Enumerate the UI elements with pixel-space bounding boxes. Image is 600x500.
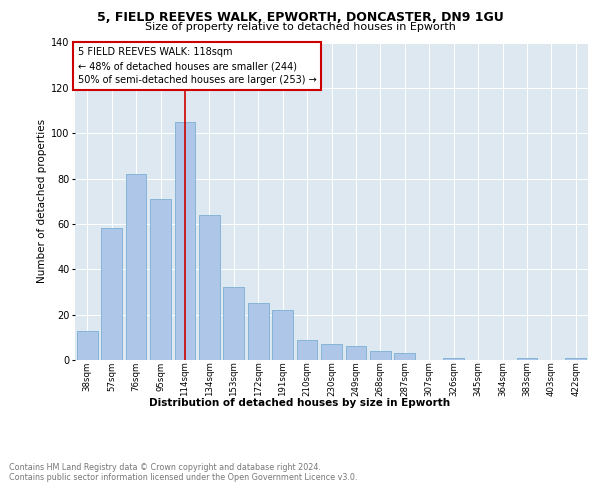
Bar xyxy=(199,215,220,360)
Bar xyxy=(77,330,98,360)
Bar xyxy=(321,344,342,360)
Bar xyxy=(175,122,196,360)
Bar xyxy=(296,340,317,360)
Bar xyxy=(394,353,415,360)
Bar xyxy=(370,351,391,360)
Text: 5, FIELD REEVES WALK, EPWORTH, DONCASTER, DN9 1GU: 5, FIELD REEVES WALK, EPWORTH, DONCASTER… xyxy=(97,11,503,24)
Y-axis label: Number of detached properties: Number of detached properties xyxy=(37,119,47,284)
Bar xyxy=(248,304,269,360)
Text: Contains public sector information licensed under the Open Government Licence v3: Contains public sector information licen… xyxy=(9,472,358,482)
Text: 5 FIELD REEVES WALK: 118sqm
← 48% of detached houses are smaller (244)
50% of se: 5 FIELD REEVES WALK: 118sqm ← 48% of det… xyxy=(77,48,316,86)
Bar xyxy=(223,288,244,360)
Bar xyxy=(101,228,122,360)
Bar xyxy=(565,358,586,360)
Text: Contains HM Land Registry data © Crown copyright and database right 2024.: Contains HM Land Registry data © Crown c… xyxy=(9,462,321,471)
Text: Size of property relative to detached houses in Epworth: Size of property relative to detached ho… xyxy=(145,22,455,32)
Bar xyxy=(346,346,367,360)
Bar xyxy=(150,199,171,360)
Bar xyxy=(125,174,146,360)
Bar xyxy=(272,310,293,360)
Bar xyxy=(517,358,538,360)
Bar xyxy=(443,358,464,360)
Text: Distribution of detached houses by size in Epworth: Distribution of detached houses by size … xyxy=(149,398,451,407)
